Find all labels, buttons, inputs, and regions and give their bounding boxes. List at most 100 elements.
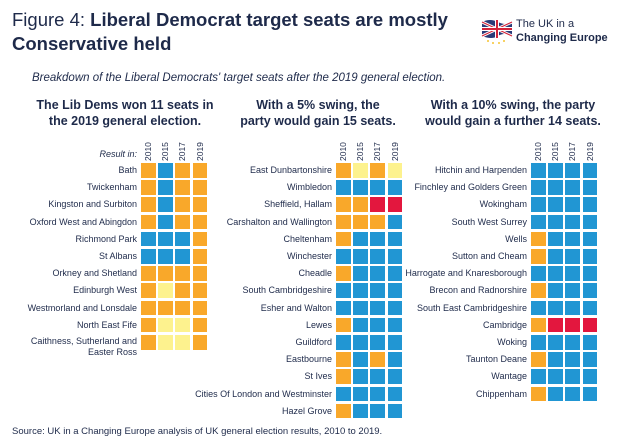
result-cell <box>582 231 598 247</box>
result-cell <box>387 214 403 230</box>
result-cell <box>582 317 598 333</box>
seat-label: North East Fife <box>76 319 137 330</box>
year-label-2010: 2010 <box>338 142 348 161</box>
result-cell <box>336 369 351 384</box>
result-cell <box>548 352 563 367</box>
result-cell <box>336 283 351 298</box>
result-cell <box>192 231 208 247</box>
seat-label: Oxford West and Abingdon <box>29 216 137 227</box>
result-cell <box>336 214 351 230</box>
seat-label: South West Surrey <box>451 216 527 227</box>
result-cell <box>192 214 208 230</box>
result-cell <box>141 317 156 333</box>
result-cell <box>531 335 546 350</box>
result-cell <box>175 335 190 350</box>
year-label-2015: 2015 <box>355 142 366 161</box>
result-cell <box>353 283 368 298</box>
seat-label: Caithness, Sutherland and Easter Ross <box>30 336 137 357</box>
result-cell <box>548 249 563 264</box>
result-cell <box>531 180 546 195</box>
result-cell <box>565 335 580 350</box>
result-cell <box>387 163 403 178</box>
result-cell <box>141 266 156 281</box>
result-cell <box>192 180 208 195</box>
result-cell <box>353 335 368 350</box>
panel-1-title: The Lib Dems won 11 seats in the 2019 gen… <box>10 97 240 129</box>
result-cell <box>370 352 385 367</box>
seat-label: Guildford <box>295 337 332 347</box>
result-cell <box>192 317 208 333</box>
chart-title: Figure 4: Liberal Democrat target seats … <box>12 8 452 56</box>
seat-label: Wells <box>505 233 527 244</box>
result-cell <box>175 300 190 316</box>
result-cell <box>565 300 580 316</box>
result-cell <box>531 283 546 298</box>
result-cell <box>353 180 368 195</box>
result-cell <box>175 283 190 298</box>
result-cell <box>158 317 173 333</box>
result-cell <box>336 317 351 333</box>
seat-label: Bath <box>118 165 137 175</box>
result-cell <box>565 197 580 212</box>
result-cell <box>141 163 156 178</box>
result-cell <box>353 197 368 212</box>
result-cell <box>175 163 190 178</box>
seat-label: Woking <box>497 337 527 347</box>
result-cell <box>548 386 563 402</box>
result-cell <box>175 231 190 247</box>
seat-label: Cheltenham <box>283 233 332 244</box>
result-cell <box>353 300 368 316</box>
seat-label: Finchley and Golders Green <box>414 182 527 193</box>
result-cell <box>582 283 598 298</box>
seat-label: Wantage <box>491 371 527 382</box>
result-cell <box>175 214 190 230</box>
result-cell <box>370 266 385 281</box>
result-cell <box>548 300 563 316</box>
result-cell <box>548 317 563 333</box>
result-cell <box>582 249 598 264</box>
result-cell <box>370 403 385 419</box>
result-cell <box>141 231 156 247</box>
seat-label: St Ives <box>304 371 332 382</box>
year-label-2019: 2019 <box>389 142 400 161</box>
result-cell <box>387 386 403 402</box>
result-cell <box>175 317 190 333</box>
result-cell <box>565 386 580 402</box>
year-label-2010: 2010 <box>143 142 153 161</box>
result-cell <box>336 352 351 367</box>
seat-label: St Albans <box>98 251 137 261</box>
result-cell <box>387 249 403 264</box>
result-cell <box>353 317 368 333</box>
year-label-2017: 2017 <box>177 142 188 161</box>
result-cell <box>387 335 403 350</box>
result-cell <box>141 335 156 350</box>
result-cell <box>582 335 598 350</box>
result-cell <box>175 249 190 264</box>
result-cell <box>175 180 190 195</box>
seat-label: Winchester <box>286 251 332 261</box>
result-cell <box>565 317 580 333</box>
result-cell <box>336 231 351 247</box>
union-flag-icon <box>481 20 513 44</box>
result-cell <box>387 231 403 247</box>
seat-label: Carshalton and Wallington <box>226 216 332 227</box>
result-cell <box>353 163 368 178</box>
result-cell <box>387 283 403 298</box>
seat-label: East Dunbartonshire <box>249 165 332 175</box>
result-cell <box>141 300 156 316</box>
result-cell <box>531 197 546 212</box>
result-cell <box>531 214 546 230</box>
seat-label: Richmond Park <box>75 233 137 244</box>
result-cell <box>548 266 563 281</box>
seat-label: Harrogate and Knaresborough <box>405 268 527 279</box>
seat-label: Edinburgh West <box>73 285 137 296</box>
result-cell <box>141 283 156 298</box>
year-label-2017: 2017 <box>372 142 383 161</box>
result-cell <box>158 335 173 350</box>
result-cell <box>565 266 580 281</box>
seat-label: Wokingham <box>479 199 527 210</box>
result-cell <box>548 180 563 195</box>
result-cell <box>387 197 403 212</box>
seat-label: Esher and Walton <box>260 302 332 313</box>
logo-line2: Changing Europe <box>516 32 608 44</box>
